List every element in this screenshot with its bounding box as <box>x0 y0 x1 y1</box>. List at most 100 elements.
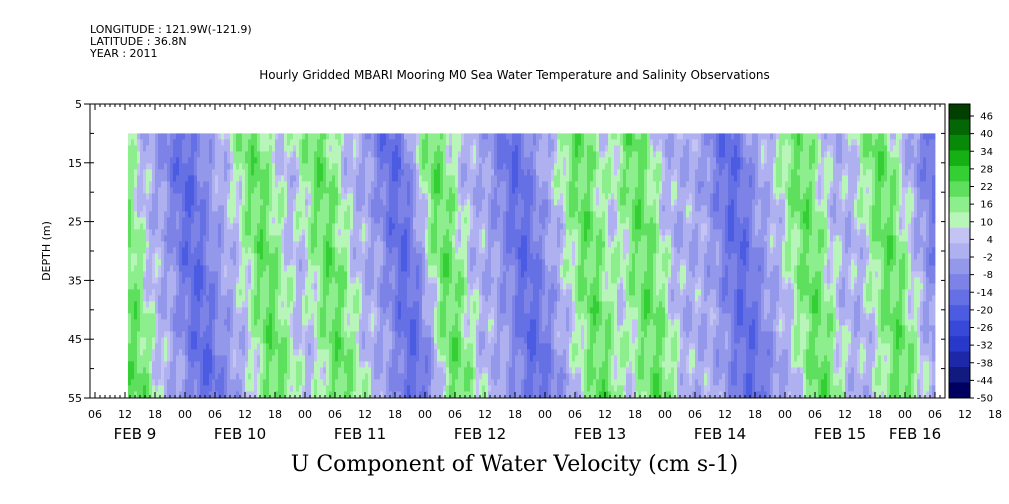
heat-cell <box>362 205 366 212</box>
heat-cell <box>407 133 411 140</box>
heat-cell <box>263 385 267 392</box>
heat-cell <box>260 265 264 272</box>
heat-cell <box>287 271 291 278</box>
heat-cell <box>164 193 168 200</box>
heat-cell <box>368 235 372 242</box>
heat-cell <box>263 361 267 368</box>
heat-cell <box>257 361 261 368</box>
heat-cell <box>317 277 321 284</box>
heat-cell <box>164 367 168 374</box>
heat-cell <box>149 253 153 260</box>
heat-cell <box>350 217 354 224</box>
heat-cell <box>413 307 417 314</box>
heat-cell <box>272 139 276 146</box>
heat-cell <box>284 289 288 296</box>
heat-cell <box>335 391 339 398</box>
heat-cell <box>185 361 189 368</box>
heat-cell <box>338 187 342 194</box>
heat-cell <box>353 223 357 230</box>
heat-cell <box>407 169 411 176</box>
heat-cell <box>224 343 228 350</box>
heat-cell <box>281 229 285 236</box>
heat-cell <box>248 241 252 248</box>
heat-cell <box>137 181 141 188</box>
heat-cell <box>371 289 375 296</box>
heat-cell <box>431 151 435 158</box>
heat-cell <box>452 349 456 356</box>
heat-cell <box>140 307 144 314</box>
heat-cell <box>455 211 459 218</box>
heat-cell <box>146 385 150 392</box>
heat-cell <box>323 361 327 368</box>
heat-cell <box>455 355 459 362</box>
heat-cell <box>230 229 234 236</box>
heat-cell <box>221 247 225 254</box>
heat-cell <box>296 355 300 362</box>
heat-cell <box>284 235 288 242</box>
heat-cell <box>230 217 234 224</box>
heat-cell <box>320 181 324 188</box>
heat-cell <box>404 169 408 176</box>
heat-cell <box>419 295 423 302</box>
heat-cell <box>134 181 138 188</box>
heat-cell <box>428 241 432 248</box>
heat-cell <box>182 373 186 380</box>
heat-cell <box>368 367 372 374</box>
heat-cell <box>407 247 411 254</box>
heat-cell <box>236 391 240 398</box>
heat-cell <box>281 385 285 392</box>
heat-cell <box>134 259 138 266</box>
heat-cell <box>224 277 228 284</box>
heat-cell <box>197 355 201 362</box>
heat-cell <box>293 187 297 194</box>
heat-cell <box>425 241 429 248</box>
heat-cell <box>257 223 261 230</box>
heat-cell <box>164 373 168 380</box>
heat-cell <box>173 145 177 152</box>
heat-cell <box>383 181 387 188</box>
heat-cell <box>269 163 273 170</box>
heat-cell <box>137 271 141 278</box>
heat-cell <box>239 331 243 338</box>
heat-cell <box>434 157 438 164</box>
heat-cell <box>281 253 285 260</box>
heat-cell <box>260 247 264 254</box>
heat-cell <box>323 265 327 272</box>
heat-cell <box>263 247 267 254</box>
heat-cell <box>203 373 207 380</box>
heat-cell <box>245 211 249 218</box>
heat-cell <box>248 325 252 332</box>
heat-cell <box>224 163 228 170</box>
heat-cell <box>329 301 333 308</box>
heat-cell <box>371 253 375 260</box>
heat-cell <box>389 319 393 326</box>
heat-cell <box>308 373 312 380</box>
heat-cell <box>227 175 231 182</box>
heat-cell <box>362 367 366 374</box>
heat-cell <box>344 151 348 158</box>
heat-cell <box>131 295 135 302</box>
heat-cell <box>134 391 138 398</box>
heat-cell <box>350 139 354 146</box>
heat-cell <box>248 247 252 254</box>
heat-cell <box>227 223 231 230</box>
heat-cell <box>287 223 291 230</box>
heat-cell <box>455 217 459 224</box>
heat-cell <box>341 289 345 296</box>
heat-cell <box>161 271 165 278</box>
heat-cell <box>293 211 297 218</box>
heat-cell <box>266 367 270 374</box>
heat-cell <box>314 211 318 218</box>
heat-cell <box>227 355 231 362</box>
heat-cell <box>344 163 348 170</box>
heat-cell <box>311 199 315 206</box>
heat-cell <box>452 331 456 338</box>
heat-cell <box>173 217 177 224</box>
heat-cell <box>221 283 225 290</box>
heat-cell <box>371 319 375 326</box>
heat-cell <box>248 301 252 308</box>
heat-cell <box>158 295 162 302</box>
heat-cell <box>167 331 171 338</box>
heat-cell <box>263 337 267 344</box>
heat-cell <box>431 199 435 206</box>
